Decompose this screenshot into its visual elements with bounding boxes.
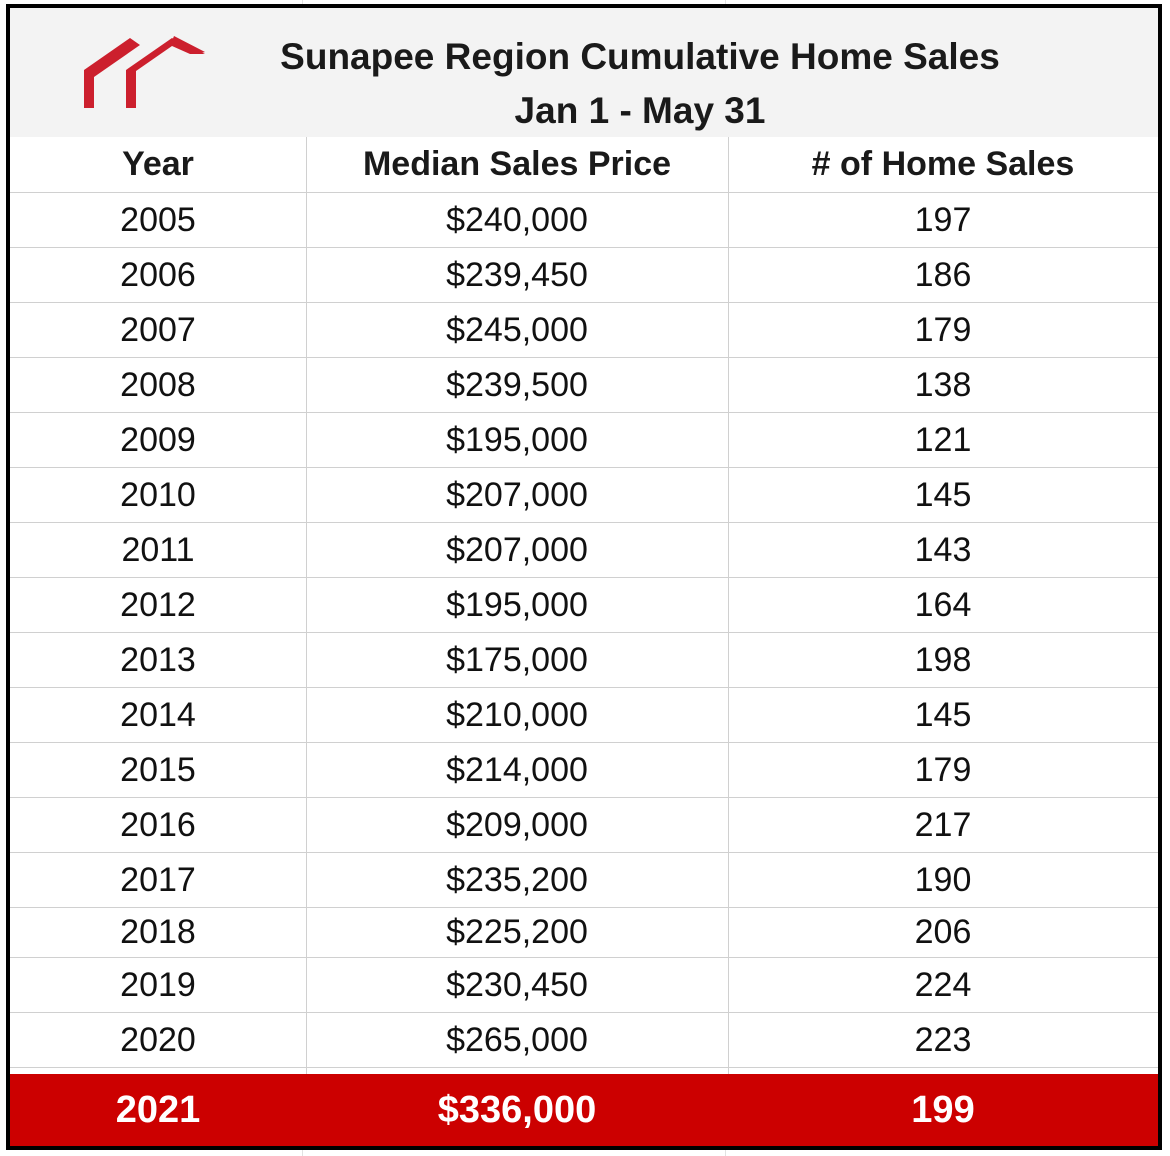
table-row: 2020 $265,000 223	[10, 1013, 1158, 1068]
year-cell: 2020	[120, 1020, 196, 1059]
sales-cell: 179	[914, 750, 972, 789]
highlight-year: 2021	[115, 1088, 201, 1131]
table-row: 2016 $209,000 217	[10, 798, 1158, 853]
table-row: 2011 $207,000 143	[10, 523, 1158, 578]
table-row: 2006 $239,450 186	[10, 248, 1158, 303]
price-cell: $265,000	[446, 1020, 588, 1059]
sales-cell: 223	[914, 1020, 972, 1059]
price-cell: $209,000	[446, 805, 588, 844]
price-cell: $207,000	[446, 530, 588, 569]
sales-cell: 145	[914, 475, 972, 514]
year-cell: 2007	[120, 310, 196, 349]
table-row: 2017 $235,200 190	[10, 853, 1158, 908]
sales-cell: 198	[914, 640, 972, 679]
sales-cell: 186	[914, 255, 972, 294]
column-divider	[306, 137, 307, 1074]
price-cell: $175,000	[446, 640, 588, 679]
year-cell: 2005	[120, 200, 196, 239]
year-cell: 2015	[120, 750, 196, 789]
table-row: 2008 $239,500 138	[10, 358, 1158, 413]
year-cell: 2013	[120, 640, 196, 679]
table-title: Sunapee Region Cumulative Home Sales	[280, 36, 1000, 77]
highlight-price: $336,000	[437, 1088, 597, 1131]
year-cell: 2010	[120, 475, 196, 514]
price-cell: $195,000	[446, 585, 588, 624]
sales-cell: 164	[914, 585, 972, 624]
price-cell: $210,000	[446, 695, 588, 734]
sales-cell: 197	[914, 200, 972, 239]
year-cell: 2017	[120, 860, 196, 899]
table-row: 2015 $214,000 179	[10, 743, 1158, 798]
sales-cell: 217	[914, 805, 972, 844]
sales-cell: 143	[914, 530, 972, 569]
table-row: 2014 $210,000 145	[10, 688, 1158, 743]
sales-cell: 206	[914, 913, 972, 951]
table-row: 2013 $175,000 198	[10, 633, 1158, 688]
table-row: 2018 $225,200 206	[10, 908, 1158, 958]
price-cell: $195,000	[446, 420, 588, 459]
price-cell: $207,000	[446, 475, 588, 514]
price-cell: $214,000	[446, 750, 588, 789]
price-cell: $230,450	[446, 965, 588, 1004]
year-cell: 2019	[120, 965, 196, 1004]
sales-cell: 145	[914, 695, 972, 734]
year-cell: 2014	[120, 695, 196, 734]
year-cell: 2016	[120, 805, 196, 844]
sales-cell: 190	[914, 860, 972, 899]
sales-cell: 121	[914, 420, 972, 459]
year-cell: 2009	[120, 420, 196, 459]
highlight-row-2021: 2021 $336,000 199	[10, 1074, 1158, 1146]
table-row: 2007 $245,000 179	[10, 303, 1158, 358]
year-cell: 2006	[120, 255, 196, 294]
highlight-sales: 199	[911, 1088, 975, 1131]
table-row: 2012 $195,000 164	[10, 578, 1158, 633]
column-header-sales: # of Home Sales	[811, 145, 1075, 183]
table-subtitle: Jan 1 - May 31	[514, 90, 766, 131]
year-cell: 2008	[120, 365, 196, 404]
column-header-price: Median Sales Price	[362, 145, 672, 183]
price-cell: $239,500	[446, 365, 588, 404]
sales-table-frame: Sunapee Region Cumulative Home Sales Jan…	[6, 4, 1162, 1150]
column-header-row: Year Median Sales Price # of Home Sales	[10, 137, 1158, 193]
house-roof-logo-icon	[84, 36, 205, 108]
year-cell: 2011	[121, 530, 195, 569]
table-row: 2019 $230,450 224	[10, 958, 1158, 1013]
column-divider	[728, 137, 729, 1074]
year-cell: 2012	[120, 585, 196, 624]
column-header-year: Year	[122, 145, 194, 183]
price-cell: $239,450	[446, 255, 588, 294]
table-row: 2005 $240,000 197	[10, 193, 1158, 248]
sales-cell: 179	[914, 310, 972, 349]
price-cell: $245,000	[446, 310, 588, 349]
sales-cell: 224	[914, 965, 972, 1004]
price-cell: $240,000	[446, 200, 588, 239]
price-cell: $235,200	[446, 860, 588, 899]
sales-cell: 138	[914, 365, 972, 404]
price-cell: $225,200	[446, 913, 588, 951]
table-header-banner: Sunapee Region Cumulative Home Sales Jan…	[10, 8, 1158, 137]
table-row: 2009 $195,000 121	[10, 413, 1158, 468]
table-row: 2010 $207,000 145	[10, 468, 1158, 523]
year-cell: 2018	[120, 913, 196, 951]
